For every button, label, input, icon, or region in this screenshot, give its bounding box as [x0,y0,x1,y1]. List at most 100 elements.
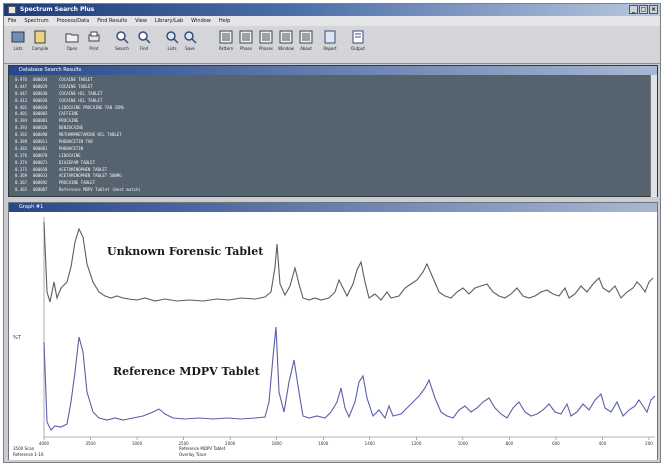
result-score: 0.369 [15,173,28,179]
result-row[interactable]: 0.447 000038 COCAINE HCL TABLET [15,91,645,98]
result-score: 0.389 [15,139,28,145]
report-icon [324,30,336,44]
toolbar-pattern-button[interactable]: Pattern [216,30,236,51]
result-row[interactable]: 0.447 000029 COCAINE TABLET [15,84,645,91]
result-row[interactable]: 0.393 000028 BENZOCAINE [15,125,645,132]
result-name: COCAINE HCL TABLET [59,97,103,103]
result-score: 0.371 [15,166,28,172]
result-row[interactable]: 0.401 000018 LIDOCAINE PROCAINE TAB 35MG [15,105,645,112]
compile-icon [34,30,46,44]
result-score: 0.367 [15,180,28,186]
result-score: 0.383 [15,145,28,151]
result-score: 0.365 [15,187,28,193]
result-id: 000083 [33,111,48,117]
menu-find-results[interactable]: Find Results [97,18,128,24]
window-controls: _ □ × [629,5,658,14]
menu-process-data[interactable]: Process/Data [56,18,90,24]
x-tick-label: 1800 [272,441,283,446]
app-icon [8,6,16,14]
toolbar-report-button[interactable]: Report [320,30,340,51]
result-id: 000058 [33,166,48,172]
result-id: 000018 [33,104,48,110]
result-row[interactable]: 0.365 000087 Reference MDPV Tablet (best m… [15,187,645,194]
toolbar-window-button[interactable]: Window [276,30,296,51]
toolbar-about-button[interactable]: About [296,30,316,51]
x-tick-label: 1600 [318,441,329,446]
result-name: PROCAINE [59,118,79,124]
reference-tablet-label: Reference MDPV Tablet [113,365,260,378]
result-name: METHAMPHETAMINE HCL TABLET [59,132,122,138]
x-tick-label: 1000 [458,441,469,446]
folder-icon [65,33,79,43]
window-title: Spectrum Search Plus [20,6,95,13]
toolbar-search-button[interactable]: Search [112,30,132,51]
result-name: ACETAMINOPHEN TABLET [59,166,108,172]
x-tick-label: 2000 [225,441,236,446]
footer-left-1: 3500 Scan [13,446,35,451]
result-score: 0.401 [15,111,28,117]
result-row[interactable]: 0.369 000033 ACETAMINOPHEN TABLET 500MG [15,173,645,180]
result-id: 000078 [33,152,48,158]
toolbar-phase-button[interactable]: Phase [236,30,256,51]
toolbar: Lists Compile Open Print Search Find Lis… [4,26,660,64]
magnify-icon [166,31,179,44]
result-row[interactable]: 0.371 000058 ACETAMINOPHEN TABLET [15,167,645,174]
spectrum-plot: 4000 3500 3000 2500 2000 1800 1600 1400 1200 1000… [9,212,657,460]
result-score: 0.392 [15,132,28,138]
toolbar-open-button[interactable]: Open [62,30,82,51]
result-name: CAFFEINE [59,111,79,117]
x-tick-label: 3500 [85,441,96,446]
phases-icon [259,30,273,44]
phase-icon [239,30,253,44]
close-button[interactable]: × [649,5,658,14]
result-row[interactable]: 0.389 000011 PHENACETIN TAB [15,139,645,146]
result-id: 000071 [33,159,48,165]
menu-view[interactable]: View [135,18,147,24]
result-row[interactable]: 0.394 000083 PROCAINE [15,118,645,125]
result-row[interactable]: 0.376 000078 LIDOCAINE [15,153,645,160]
results-scrollbar[interactable] [650,75,657,197]
menu-file[interactable]: File [8,18,17,24]
result-score: 0.447 [15,90,28,96]
minimize-button[interactable]: _ [629,5,638,14]
result-row[interactable]: 0.392 000098 METHAMPHETAMINE HCL TABLET [15,132,645,139]
toolbar-output-button[interactable]: Output [348,30,368,51]
results-panel-title: Database Search Results [9,66,657,75]
result-name: PROCAINE TABLET [59,180,96,186]
result-score: 0.976 [15,77,28,82]
toolbar-compile-button[interactable]: Compile [30,30,50,51]
x-tick-label: 4000 [39,441,50,446]
result-row[interactable]: 0.374 000071 DIAZEPAM TABLET [15,160,645,167]
graph-window-title: Graph #1 [9,203,657,212]
result-score: 0.374 [15,159,28,165]
result-name: LIDOCAINE PROCAINE TAB 35MG [59,104,125,110]
graph-window: Graph #1 4000 3500 3000 2500 2000 1800 1600 140… [8,202,658,460]
menu-bar: File Spectrum Process/Data Find Results … [4,16,660,26]
x-tick-label: 400 [599,441,607,446]
unknown-tablet-label: Unknown Forensic Tablet [107,245,264,258]
application-window: Spectrum Search Plus _ □ × File Spectrum… [3,3,661,463]
toolbar-phases-button[interactable]: Phases [256,30,276,51]
result-score: 0.393 [15,125,28,131]
result-id: 000033 [33,173,48,179]
about-icon [299,30,313,44]
maximize-button[interactable]: □ [639,5,648,14]
result-row[interactable]: 0.367 000092 PROCAINE TABLET [15,180,645,187]
result-id: 000092 [33,180,48,186]
toolbar-list-button[interactable]: Lists [8,30,28,51]
toolbar-find-button[interactable]: Find [134,30,154,51]
menu-library-lab[interactable]: Library/Lab [154,18,184,24]
menu-help[interactable]: Help [218,18,231,24]
result-row[interactable]: 0.401 000083 CAFFEINE [15,111,645,118]
menu-spectrum[interactable]: Spectrum [24,18,49,24]
result-row[interactable]: 0.413 000028 COCAINE HCL TABLET [15,98,645,105]
footer-center-2: Overlay Trace [179,452,207,457]
result-row[interactable]: 0.383 000081 PHENACETIN [15,146,645,153]
toolbar-print-button[interactable]: Print [84,30,104,51]
toolbar-lists-button[interactable]: Lists [162,30,182,51]
footer-left-2: Reference 1-16 [13,452,44,457]
result-score: 0.413 [15,97,28,103]
menu-window[interactable]: Window [191,18,211,24]
toolbar-save-button[interactable]: Save [180,30,200,51]
result-row[interactable]: 0.976 000034 COCAINE TABLET [15,77,645,84]
